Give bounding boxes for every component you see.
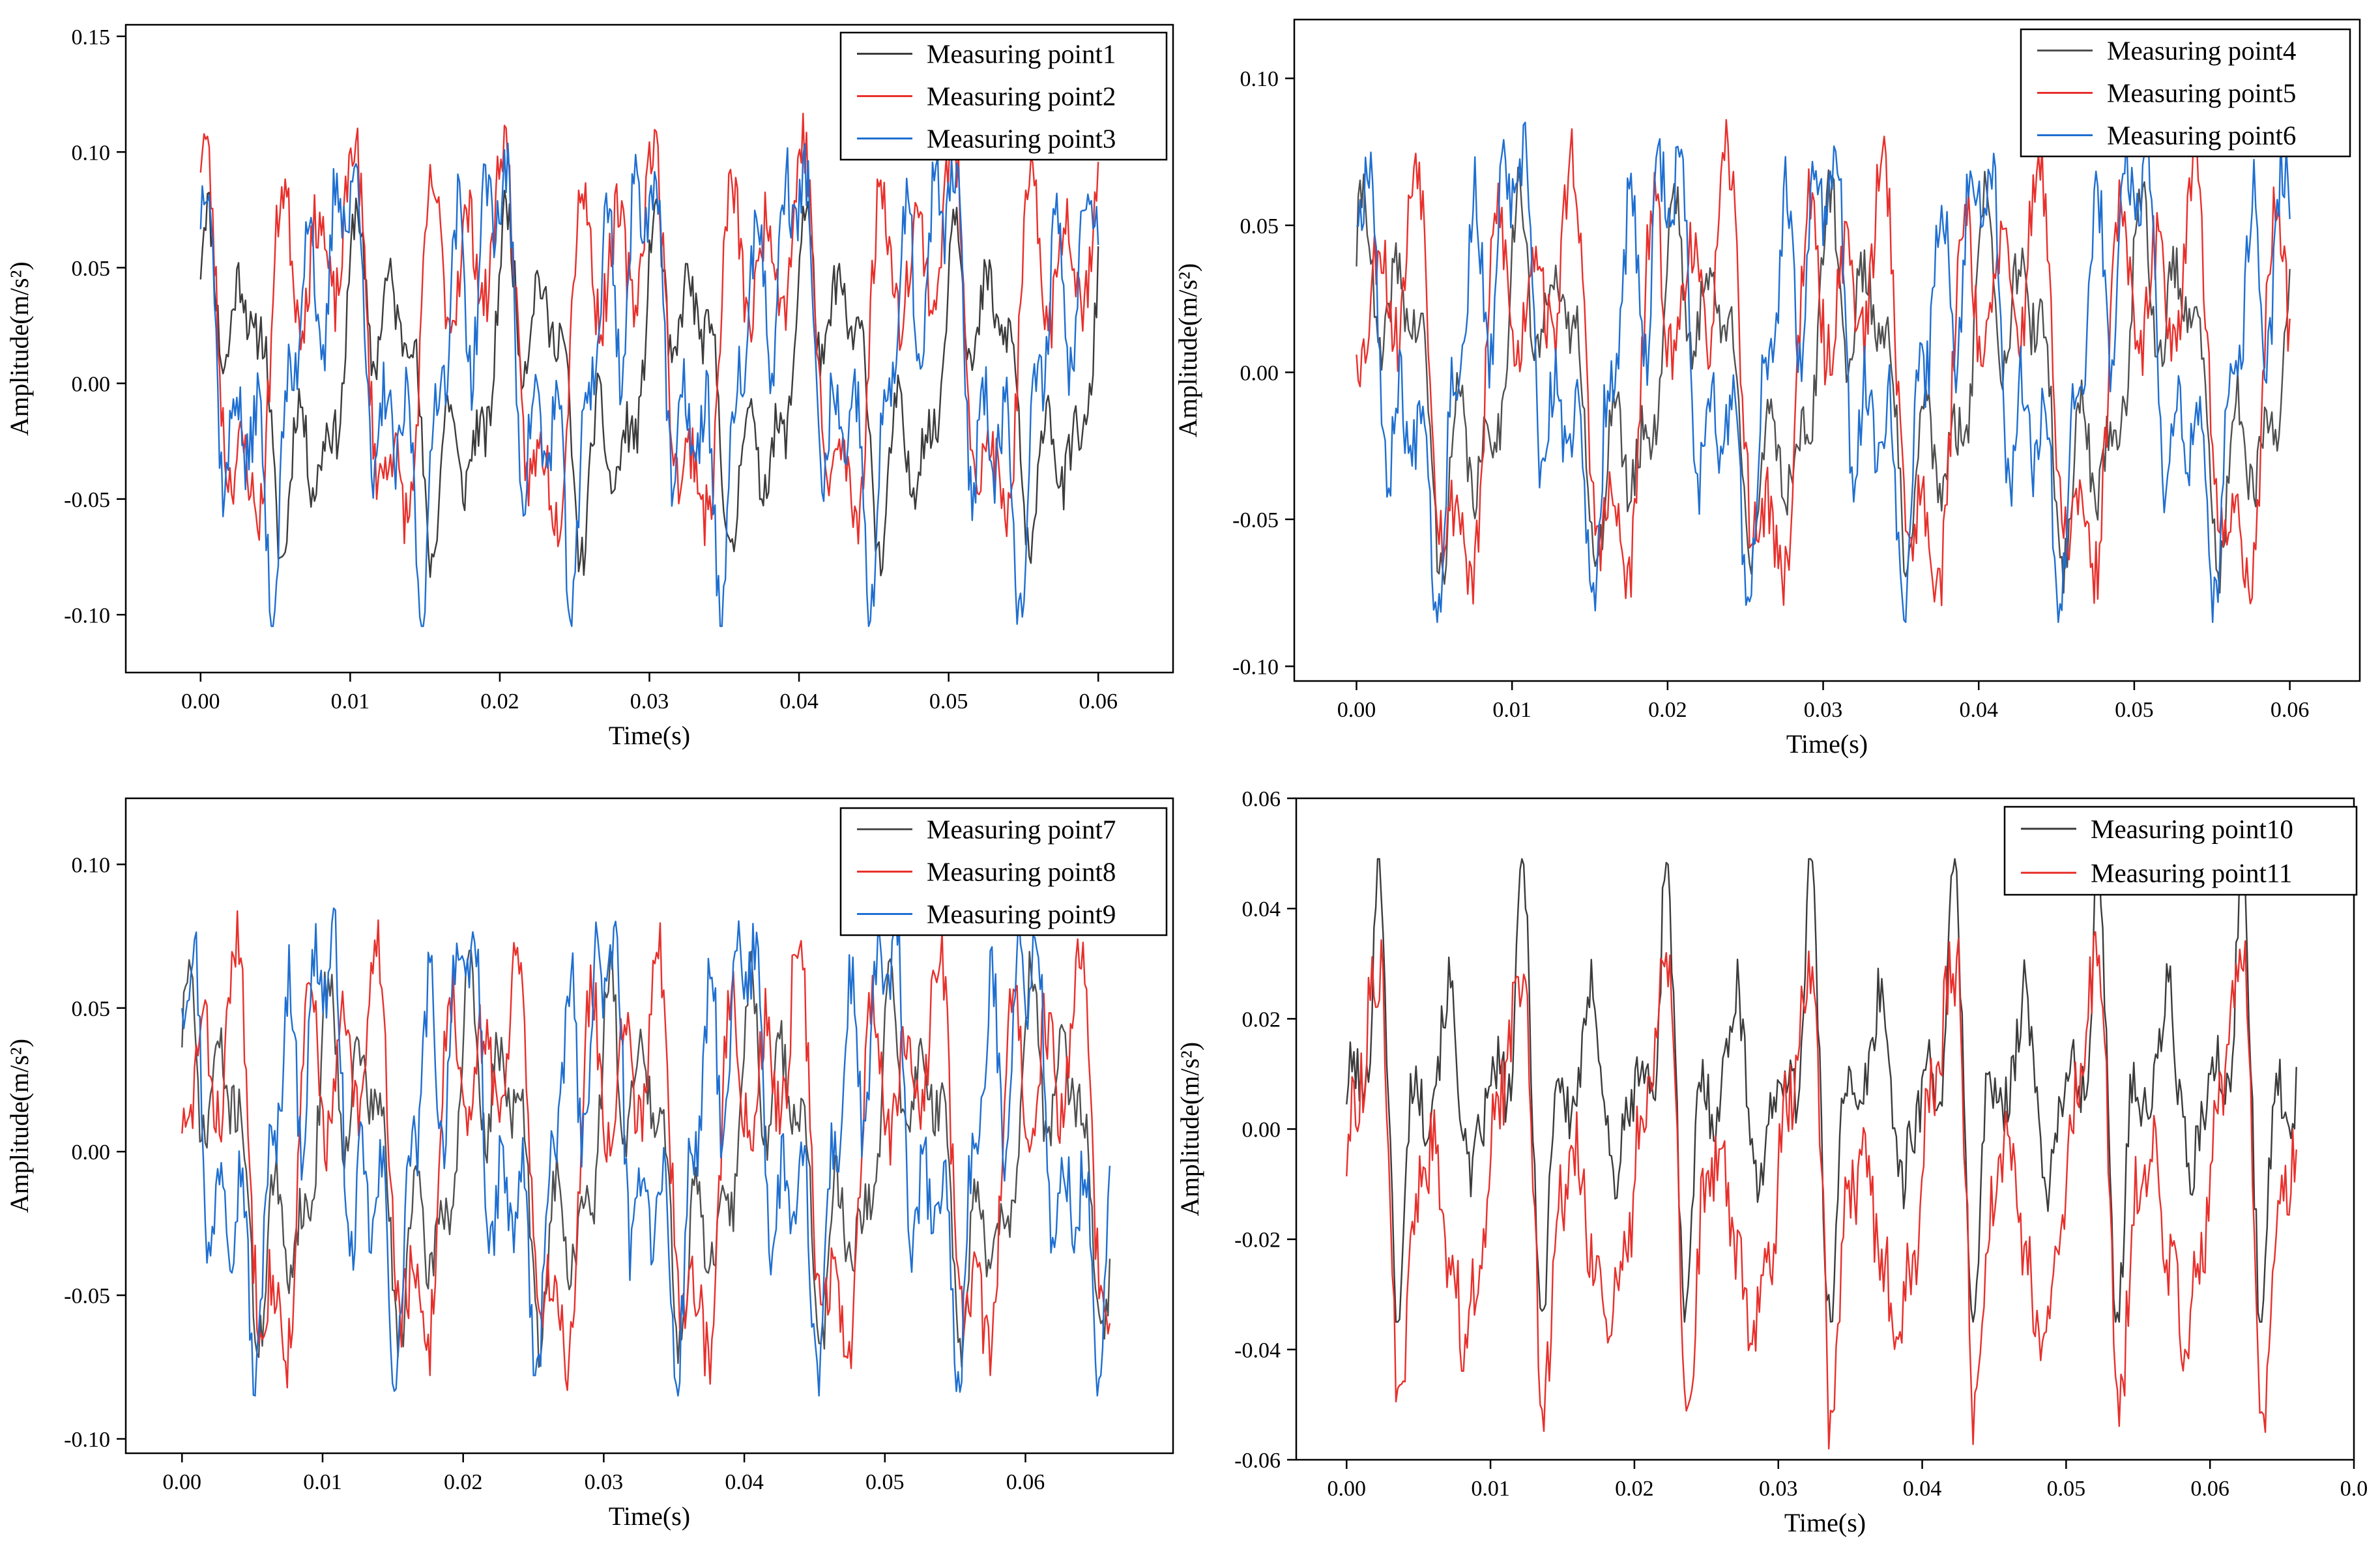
series-line-3 [181,906,1111,1397]
x-tick-label: 0.0 [2340,1477,2368,1501]
chart-svg-1: 0.00 0.01 0.02 0.03 0.04 0.05 0.06 -0.10 -0.05 0.… [5,23,1174,750]
series-line-2 [1356,119,2291,607]
x-tick-label: 0.00 [1328,1477,1366,1501]
y-tick-label: 0.15 [72,25,111,50]
x-tick-label: 0.06 [1079,689,1118,714]
x-tick-label: 0.02 [1615,1477,1654,1501]
legend-label: Measuring point1 [927,39,1116,69]
x-tick-label: 0.01 [303,1470,342,1494]
legend-label: Measuring point9 [927,899,1116,929]
y-tick-label: 0.05 [72,997,111,1021]
y-tick-label: -0.05 [64,488,110,512]
y-tick-label: -0.10 [64,1428,110,1452]
x-tick-label: 0.05 [865,1470,905,1494]
series-line-1 [199,190,1099,578]
series-line-2 [199,113,1099,547]
x-tick-label: 0.03 [630,689,669,714]
y-axis-label: Amplitude(m/s²) [5,261,34,436]
y-tick-label: 0.10 [1240,67,1279,91]
y-tick-label: -0.05 [1232,508,1279,532]
legend-label: Measuring point11 [2091,858,2292,888]
x-axis-label: Time(s) [1784,1508,1866,1537]
series-line-2 [181,910,1111,1391]
y-tick-label: 0.06 [1242,787,1281,811]
chart-panel-top-right: 0.00 0.01 0.02 0.03 0.04 0.05 0.06 -0.10 -0.05 0.… [1173,0,2380,776]
y-tick-label: -0.10 [1232,655,1279,679]
y-tick-label: 0.04 [1242,897,1281,921]
series-line-2 [1346,931,2297,1450]
legend-label: Measuring point3 [927,124,1116,154]
chart-panel-top-left: 0.00 0.01 0.02 0.03 0.04 0.05 0.06 -0.10 -0.05 0.… [0,0,1190,776]
series-line-1 [1346,858,2297,1323]
y-tick-label: 0.02 [1242,1007,1281,1032]
x-tick-label: 0.04 [725,1470,764,1494]
legend-label: Measuring point6 [2107,121,2296,151]
series-line-3 [199,142,1099,628]
y-tick-label: -0.05 [64,1284,110,1309]
legend-label: Measuring point7 [927,815,1116,845]
x-tick-label: 0.00 [181,689,220,714]
plot-frame [124,797,1174,1455]
legend-label: Measuring point2 [927,81,1116,111]
y-tick-label: 0.10 [72,141,111,165]
x-axis-label: Time(s) [609,1501,690,1531]
x-tick-label: 0.06 [1006,1470,1045,1494]
legend-label: Measuring point4 [2107,36,2296,66]
x-tick-label: 0.03 [1759,1477,1798,1501]
chart-svg-2: 0.00 0.01 0.02 0.03 0.04 0.05 0.06 -0.10 -0.05 0.… [1173,18,2361,759]
chart-panel-bottom-right: 0.00 0.01 0.02 0.03 0.04 0.05 0.06 0.0 -0.06 -0.0… [1175,776,2380,1551]
x-tick-label: 0.05 [929,689,968,714]
chart-svg-4: 0.00 0.01 0.02 0.03 0.04 0.05 0.06 0.0 -0.06 -0.0… [1175,787,2368,1537]
x-tick-label: 0.01 [1471,1477,1510,1501]
x-tick-label: 0.05 [2115,698,2154,722]
chart-svg-3: 0.00 0.01 0.02 0.03 0.04 0.05 0.06 -0.10 -0.05 0.… [5,797,1174,1531]
y-tick-label: -0.02 [1234,1228,1281,1253]
plot-frame [1293,18,2361,682]
x-tick-label: 0.03 [585,1470,624,1494]
series-line-1 [1356,166,2291,594]
y-tick-label: -0.10 [64,603,110,628]
x-tick-label: 0.00 [163,1470,202,1494]
x-axis-label: Time(s) [1786,729,1868,759]
y-tick-label: 0.00 [1240,361,1279,385]
y-axis-label: Amplitude(m/s²) [5,1039,34,1213]
y-tick-label: 0.00 [1242,1118,1281,1142]
chart-panel-bottom-left: 0.00 0.01 0.02 0.03 0.04 0.05 0.06 -0.10 -0.05 0.… [0,776,1190,1551]
x-tick-label: 0.01 [1492,698,1531,722]
x-tick-label: 0.03 [1804,698,1843,722]
x-tick-label: 0.00 [1337,698,1376,722]
x-tick-label: 0.02 [444,1470,483,1494]
x-tick-label: 0.05 [2047,1477,2086,1501]
x-tick-label: 0.06 [2190,1477,2229,1501]
y-tick-label: 0.00 [72,372,111,396]
x-tick-label: 0.04 [1903,1477,1942,1501]
x-tick-label: 0.01 [331,689,370,714]
series-line-3 [1356,121,2291,623]
x-tick-label: 0.02 [1648,698,1687,722]
legend-label: Measuring point10 [2091,814,2293,844]
y-tick-label: 0.10 [72,853,111,877]
x-axis-label: Time(s) [609,721,690,750]
y-axis-label: Amplitude(m/s²) [1175,1042,1204,1217]
y-axis-label: Amplitude(m/s²) [1173,263,1202,438]
y-tick-label: 0.05 [1240,214,1279,239]
legend-label: Measuring point5 [2107,78,2296,108]
y-tick-label: -0.06 [1234,1449,1281,1473]
x-tick-label: 0.06 [2271,698,2310,722]
y-tick-label: 0.05 [72,257,111,281]
x-tick-label: 0.04 [779,689,819,714]
legend-box [2003,805,2358,896]
y-tick-label: -0.04 [1234,1339,1281,1363]
y-tick-label: 0.00 [72,1140,111,1165]
x-tick-label: 0.04 [1959,698,1998,722]
legend-label: Measuring point8 [927,857,1116,887]
x-tick-label: 0.02 [480,689,519,714]
